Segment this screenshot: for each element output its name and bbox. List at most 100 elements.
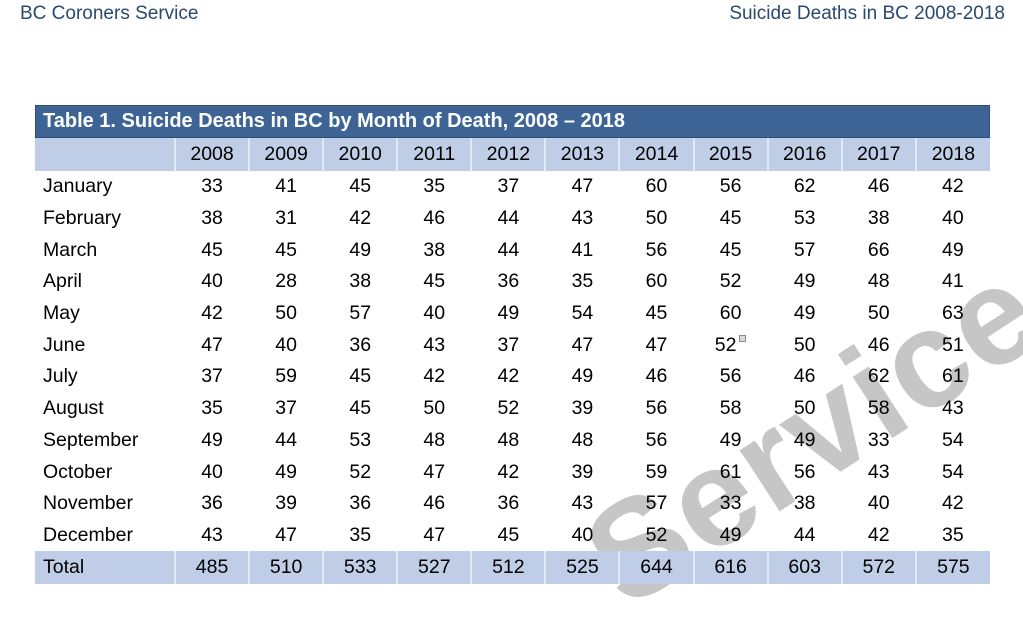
value-cell: 59 <box>275 365 297 388</box>
total-value-cell: 575 <box>914 551 990 585</box>
value-cell: 40 <box>275 333 297 356</box>
value-cell: 56 <box>645 238 668 261</box>
value-cell: 46 <box>423 492 446 515</box>
value-cell: 46 <box>645 365 668 388</box>
value-cell: 57 <box>645 492 668 515</box>
month-cell: May <box>43 302 80 325</box>
value-cell: 47 <box>571 175 594 198</box>
value-cell: 35 <box>942 523 964 546</box>
table-row: December 43 47 35 47 45 40 52 49 44 42 35 <box>35 520 990 552</box>
total-value-cell: 644 <box>618 551 694 585</box>
value-cell: 39 <box>275 492 297 515</box>
value-cell: 35 <box>349 523 372 546</box>
value-cell: 42 <box>497 460 520 483</box>
value-cell: 50 <box>867 302 890 325</box>
value-cell: 62 <box>793 175 816 198</box>
value-cell: 46 <box>423 207 446 230</box>
year-header-cell: 2011 <box>396 138 472 171</box>
value-cell: 42 <box>942 492 964 515</box>
month-cell: October <box>43 460 113 483</box>
value-cell: 62 <box>867 365 890 388</box>
value-cell: 63 <box>942 302 964 325</box>
value-cell: 52 <box>719 270 742 293</box>
value-cell: 38 <box>423 238 446 261</box>
value-cell: 60 <box>719 302 742 325</box>
value-cell: 47 <box>571 333 594 356</box>
value-cell: 43 <box>867 460 890 483</box>
value-cell: 39 <box>571 460 594 483</box>
header-left-text: BC Coroners Service <box>20 3 199 24</box>
table-row: April 40 28 38 45 36 35 60 52 49 48 41 <box>35 266 990 298</box>
value-cell: 33 <box>719 492 742 515</box>
value-cell: 43 <box>201 523 223 546</box>
value-cell: 54 <box>571 302 594 325</box>
value-cell: 44 <box>497 207 520 230</box>
value-cell: 49 <box>275 460 297 483</box>
value-cell: 66 <box>867 238 890 261</box>
total-value-cell: 572 <box>840 551 916 585</box>
value-cell: 52 <box>349 460 372 483</box>
value-cell: 53 <box>349 428 372 451</box>
value-cell: 37 <box>201 365 223 388</box>
total-value-cell: 525 <box>544 551 620 585</box>
value-cell: 45 <box>349 175 372 198</box>
value-cell: 42 <box>497 365 520 388</box>
value-cell: 41 <box>571 238 594 261</box>
value-cell: 49 <box>571 365 594 388</box>
value-cell: 58 <box>867 397 890 420</box>
value-cell: 36 <box>497 270 520 293</box>
value-cell: 51 <box>942 333 964 356</box>
value-cell: 48 <box>867 270 890 293</box>
corner-cell <box>35 138 175 171</box>
value-cell: 57 <box>793 238 816 261</box>
month-cell: June <box>43 333 86 356</box>
value-cell: 53 <box>793 207 816 230</box>
value-cell: 54 <box>942 460 964 483</box>
value-cell: 45 <box>497 523 520 546</box>
table-title-bar: Table 1. Suicide Deaths in BC by Month o… <box>35 105 990 138</box>
value-cell: 54 <box>942 428 964 451</box>
value-cell: 35 <box>571 270 594 293</box>
value-cell: 59 <box>645 460 668 483</box>
table-row: November 36 39 36 46 36 43 57 33 38 40 42 <box>35 488 990 520</box>
value-cell: 50 <box>645 207 668 230</box>
total-value-cell: 512 <box>470 551 546 585</box>
header-right-text: Suicide Deaths in BC 2008-2018 <box>729 3 1005 24</box>
data-table: 2008 2009 2010 2011 2012 2013 2014 2015 2016 2017… <box>35 138 990 585</box>
year-header-cell: 2016 <box>766 138 842 171</box>
year-header-row: 2008 2009 2010 2011 2012 2013 2014 2015 2016 2017… <box>35 138 990 171</box>
total-row: Total 485 510 533 527 512 525 644 616 603 572 575 <box>35 551 990 585</box>
value-cell: 40 <box>423 302 446 325</box>
value-cell: 45 <box>275 238 297 261</box>
value-cell: 43 <box>571 492 594 515</box>
value-cell: 50 <box>793 397 816 420</box>
value-cell: 38 <box>201 207 223 230</box>
value-cell: 58 <box>719 397 742 420</box>
value-cell: 42 <box>349 207 372 230</box>
year-header-cell: 2009 <box>248 138 324 171</box>
value-cell: 40 <box>571 523 594 546</box>
value-cell: 33 <box>201 175 223 198</box>
table-row: June 47 40 36 43 37 47 47 52 50 46 51 <box>35 329 990 361</box>
value-cell: 38 <box>349 270 372 293</box>
value-cell: 36 <box>201 492 223 515</box>
value-cell: 44 <box>793 523 816 546</box>
value-cell: 48 <box>423 428 446 451</box>
value-cell: 52 <box>645 523 668 546</box>
value-cell: 37 <box>497 333 520 356</box>
value-cell: 39 <box>571 397 594 420</box>
year-header-cell: 2013 <box>544 138 620 171</box>
footnote-marker-icon <box>739 334 747 342</box>
value-cell: 41 <box>275 175 297 198</box>
value-cell: 35 <box>201 397 223 420</box>
value-cell: 49 <box>793 270 816 293</box>
value-cell: 49 <box>349 238 372 261</box>
value-cell: 60 <box>645 270 668 293</box>
document-table: Table 1. Suicide Deaths in BC by Month o… <box>35 105 990 585</box>
value-cell: 36 <box>349 492 372 515</box>
value-cell: 47 <box>423 523 446 546</box>
value-cell: 52 <box>497 397 520 420</box>
value-cell: 45 <box>719 238 742 261</box>
value-cell: 49 <box>793 428 816 451</box>
value-cell: 43 <box>942 397 964 420</box>
